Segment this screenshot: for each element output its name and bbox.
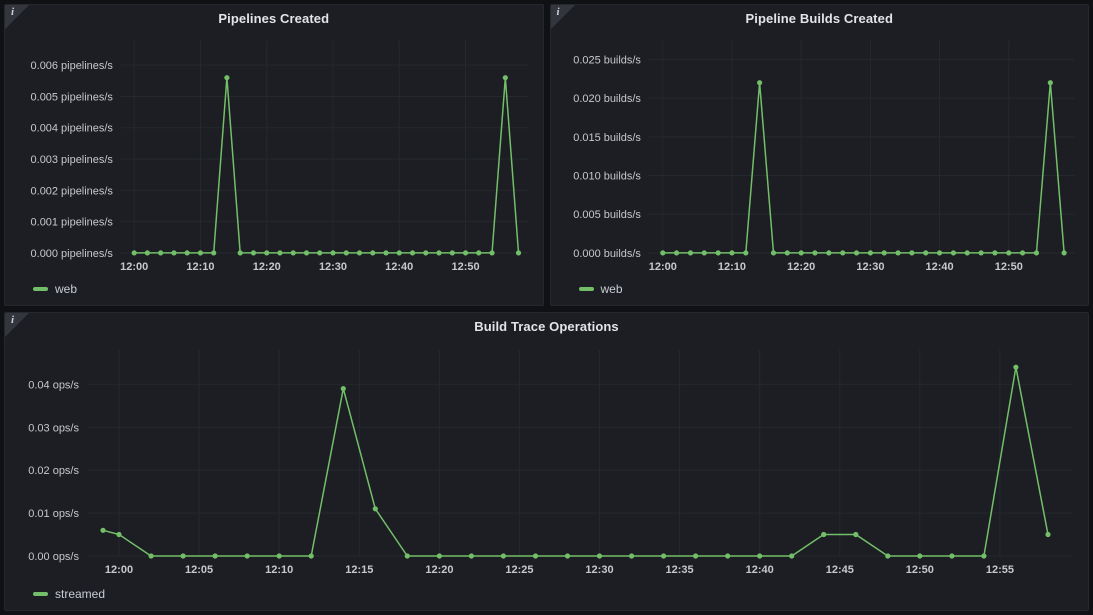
svg-text:12:00: 12:00 [648,261,676,273]
svg-text:12:00: 12:00 [120,261,148,273]
legend: web [551,277,1089,305]
legend-series-icon [33,592,48,596]
svg-text:0.04 ops/s: 0.04 ops/s [28,379,79,391]
svg-text:0.03 ops/s: 0.03 ops/s [28,422,79,434]
panel-title[interactable]: Build Trace Operations [474,319,619,334]
panel-title[interactable]: Pipeline Builds Created [745,11,893,26]
svg-text:12:50: 12:50 [994,261,1022,273]
svg-text:0.003 pipelines/s: 0.003 pipelines/s [31,154,114,166]
svg-text:12:50: 12:50 [906,564,934,576]
svg-text:0.000 builds/s: 0.000 builds/s [573,248,641,260]
svg-text:0.000 pipelines/s: 0.000 pipelines/s [31,248,114,260]
svg-text:12:45: 12:45 [826,564,854,576]
panel-info-corner[interactable]: i [550,5,575,29]
legend-label: web [55,282,78,296]
svg-text:0.001 pipelines/s: 0.001 pipelines/s [31,217,114,229]
legend: streamed [5,582,1088,610]
info-corner-triangle [5,313,29,337]
svg-text:12:10: 12:10 [717,261,745,273]
chart-area: 12:00 12:05 12:10 12:15 12:20 12:25 12:30 12:35… [5,340,1088,582]
svg-text:0.020 builds/s: 0.020 builds/s [573,93,641,105]
legend-item[interactable]: web [578,282,623,296]
panel-header: Pipeline Builds Created [551,5,1089,32]
legend-label: web [600,282,623,296]
legend-item[interactable]: streamed [33,587,105,601]
svg-text:12:50: 12:50 [452,261,480,273]
pipelines-created-chart-canvas[interactable]: 12:00 12:10 12:20 12:30 12:40 12:50 0.000 pipe… [5,32,543,277]
svg-text:0.002 pipelines/s: 0.002 pipelines/s [31,185,114,197]
svg-text:12:55: 12:55 [986,564,1014,576]
svg-text:0.006 pipelines/s: 0.006 pipelines/s [31,60,114,72]
svg-text:12:20: 12:20 [425,564,453,576]
info-corner-triangle [550,5,575,29]
svg-text:0.005 pipelines/s: 0.005 pipelines/s [31,91,114,103]
panel-header: Build Trace Operations [5,313,1088,340]
svg-text:0.025 builds/s: 0.025 builds/s [573,54,641,66]
svg-text:0.015 builds/s: 0.015 builds/s [573,132,641,144]
svg-text:0.005 builds/s: 0.005 builds/s [573,209,641,221]
svg-text:12:30: 12:30 [319,261,347,273]
info-icon: i [11,6,15,18]
svg-text:12:40: 12:40 [746,564,774,576]
panel-title[interactable]: Pipelines Created [218,11,330,26]
panel-info-corner[interactable]: i [5,5,29,29]
svg-text:12:10: 12:10 [186,261,214,273]
panel-pipeline-builds-created: i Pipeline Builds Created 12:00 12:10 12:2… [549,4,1089,306]
svg-text:12:20: 12:20 [787,261,815,273]
legend-series-icon [33,287,48,291]
svg-text:0.00 ops/s: 0.00 ops/s [28,551,79,563]
svg-text:12:40: 12:40 [925,261,953,273]
chart-area: 12:00 12:10 12:20 12:30 12:40 12:50 0.000 pipe… [5,32,543,277]
chart-area: 12:00 12:10 12:20 12:30 12:40 12:50 0.000 buil… [551,32,1089,277]
legend-label: streamed [55,587,106,601]
svg-text:12:15: 12:15 [345,564,373,576]
pipeline-builds-created-chart-canvas[interactable]: 12:00 12:10 12:20 12:30 12:40 12:50 0.000 buil… [551,32,1089,277]
panel-build-trace-operations: i Build Trace Operations 12:00 12:05 12:10… [4,312,1089,611]
svg-text:12:40: 12:40 [385,261,413,273]
legend: web [5,277,543,305]
build-trace-operations-chart-canvas[interactable]: 12:00 12:05 12:10 12:15 12:20 12:25 12:30 12:35… [5,340,1088,582]
panel-pipelines-created: i Pipelines Created 12:00 12:10 12:20 12:30… [4,4,544,306]
svg-text:12:30: 12:30 [856,261,884,273]
svg-text:12:10: 12:10 [265,564,293,576]
svg-text:12:00: 12:00 [105,564,133,576]
info-corner-triangle [5,5,29,29]
panel-header: Pipelines Created [5,5,543,32]
info-icon: i [11,314,15,326]
legend-item[interactable]: web [33,282,77,296]
svg-text:0.010 builds/s: 0.010 builds/s [573,170,641,182]
panel-info-corner[interactable]: i [5,313,29,337]
svg-text:0.004 pipelines/s: 0.004 pipelines/s [31,123,114,135]
svg-text:0.02 ops/s: 0.02 ops/s [28,465,79,477]
svg-text:12:30: 12:30 [585,564,613,576]
svg-text:0.01 ops/s: 0.01 ops/s [28,508,79,520]
svg-text:12:25: 12:25 [505,564,533,576]
svg-text:12:20: 12:20 [253,261,281,273]
legend-series-icon [578,287,594,291]
info-icon: i [556,6,560,18]
svg-text:12:35: 12:35 [666,564,694,576]
svg-text:12:05: 12:05 [185,564,213,576]
